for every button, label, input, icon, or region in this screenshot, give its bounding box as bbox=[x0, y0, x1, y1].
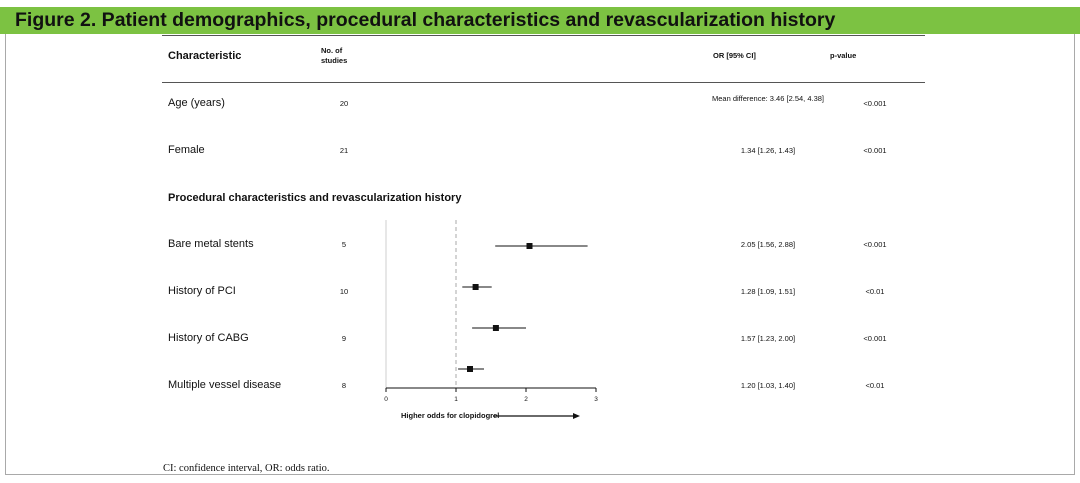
row-p-value: <0.01 bbox=[865, 287, 885, 296]
row-label: Bare metal stents bbox=[168, 238, 254, 250]
table-top-rule bbox=[162, 35, 925, 36]
point-estimate bbox=[472, 284, 479, 290]
section-title: Procedural characteristics and revascula… bbox=[168, 192, 462, 204]
row-studies-count: 20 bbox=[339, 99, 349, 108]
row-estimate: 1.20 [1.03, 1.40] bbox=[740, 381, 796, 390]
row-p-value: <0.001 bbox=[863, 146, 887, 155]
column-header-characteristic: Characteristic bbox=[168, 50, 242, 62]
row-estimate: 2.05 [1.56, 2.88] bbox=[740, 240, 796, 249]
column-header-studies-line2: studies bbox=[321, 56, 348, 65]
row-p-value: <0.001 bbox=[863, 99, 887, 108]
footnote: CI: confidence interval, OR: odds ratio. bbox=[163, 463, 330, 474]
column-header-p-value: p-value bbox=[830, 51, 857, 60]
row-estimate: 1.28 [1.09, 1.51] bbox=[740, 287, 796, 296]
forest-marks bbox=[458, 243, 588, 372]
row-label: History of PCI bbox=[168, 285, 236, 297]
row-studies-count: 10 bbox=[339, 287, 349, 296]
table-header-rule bbox=[162, 82, 925, 83]
row-label: Female bbox=[168, 144, 205, 156]
point-estimate bbox=[526, 243, 533, 249]
figure-header-bar: Figure 2. Patient demographics, procedur… bbox=[0, 7, 1080, 34]
row-studies-count: 8 bbox=[341, 381, 347, 390]
x-axis-label: Higher odds for clopidogrel bbox=[401, 411, 499, 420]
column-header-studies-line1: No. of bbox=[321, 46, 343, 55]
x-tick-label: 2 bbox=[524, 396, 528, 403]
row-studies-count: 21 bbox=[339, 146, 349, 155]
row-label: Multiple vessel disease bbox=[168, 379, 282, 391]
x-tick-label: 1 bbox=[454, 396, 458, 403]
column-header-or-ci: OR [95% CI] bbox=[713, 51, 756, 60]
row-p-value: <0.01 bbox=[865, 381, 885, 390]
x-axis-ticks: 0 1 2 3 bbox=[384, 388, 598, 403]
row-estimate: 1.57 [1.23, 2.00] bbox=[740, 334, 796, 343]
row-estimate: Mean difference: 3.46 [2.54, 4.38] bbox=[711, 94, 825, 103]
row-studies-count: 5 bbox=[341, 240, 347, 249]
row-p-value: <0.001 bbox=[863, 334, 887, 343]
row-studies-count: 9 bbox=[341, 334, 347, 343]
row-label: History of CABG bbox=[168, 332, 249, 344]
row-p-value: <0.001 bbox=[863, 240, 887, 249]
figure-frame bbox=[5, 34, 1075, 475]
row-label: Age (years) bbox=[168, 97, 225, 109]
point-estimate bbox=[467, 366, 473, 372]
x-tick-label: 3 bbox=[594, 396, 598, 403]
row-estimate: 1.34 [1.26, 1.43] bbox=[740, 146, 796, 155]
figure-title: Figure 2. Patient demographics, procedur… bbox=[15, 9, 836, 31]
x-tick-label: 0 bbox=[384, 396, 388, 403]
x-axis-arrow-head bbox=[573, 413, 580, 419]
point-estimate bbox=[492, 325, 499, 331]
